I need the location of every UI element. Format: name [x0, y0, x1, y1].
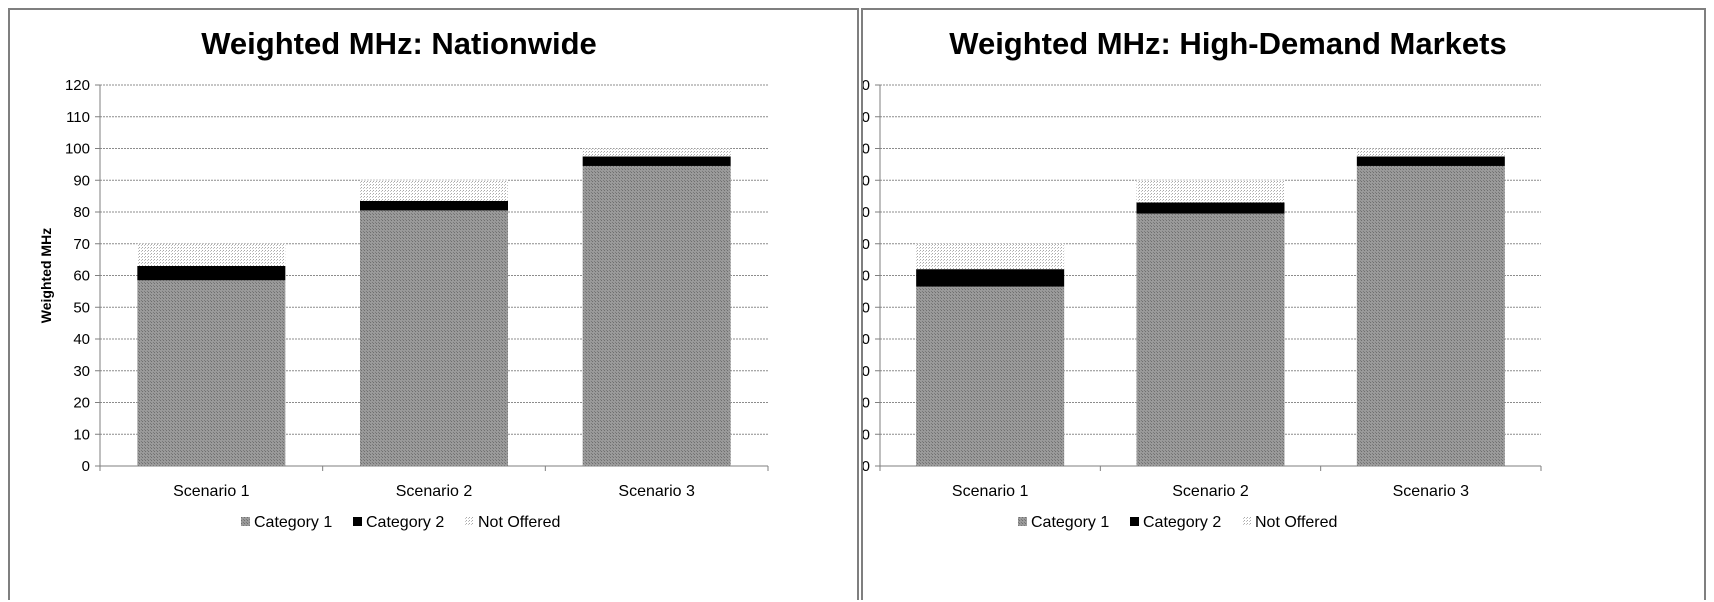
bar-not-offered-scenario-1 [137, 243, 286, 266]
legend-swatch [465, 517, 474, 526]
bar-category-2-scenario-3 [1356, 156, 1505, 166]
bar-not-offered-scenario-2 [1136, 180, 1285, 203]
chart-high-demand-markets: Weighted MHz: High-Demand MarketsWeighte… [863, 26, 1542, 531]
y-tick-label: 40 [863, 331, 870, 348]
y-tick-label: 30 [863, 363, 870, 380]
y-tick-label: 40 [73, 331, 90, 348]
legend-swatch [1130, 517, 1139, 526]
y-tick-label: 90 [73, 172, 90, 189]
legend-item-not-offered: Not Offered [1242, 514, 1337, 531]
y-tick-label: 70 [73, 236, 90, 253]
x-tick-label: Scenario 1 [952, 483, 1029, 500]
y-tick-label: 100 [863, 141, 870, 158]
y-tick-label: 120 [863, 77, 870, 94]
bar-category-1-scenario-1 [137, 280, 286, 466]
y-tick-label: 10 [863, 426, 870, 443]
y-tick-label: 80 [863, 204, 870, 221]
legend-item-not-offered: Not Offered [465, 514, 560, 531]
y-tick-label: 20 [73, 395, 90, 412]
y-tick-label: 60 [73, 268, 90, 285]
chart-panel-high-demand: Weighted MHz: High-Demand MarketsWeighte… [861, 8, 1706, 600]
x-tick-label: Scenario 1 [173, 483, 250, 500]
y-axis-title: Weighted MHz [38, 228, 54, 323]
chart-panel-nationwide: Weighted MHz: Nationwide Weighted MHz 0 10 2… [8, 8, 859, 600]
y-tick-label: 50 [73, 299, 90, 316]
bar-not-offered-scenario-1 [916, 243, 1065, 270]
chart-nationwide: Weighted MHz: Nationwide Weighted MHz 0 10 2… [38, 26, 769, 531]
y-tick-label: 20 [863, 395, 870, 412]
y-tick-label: 80 [73, 204, 90, 221]
legend-label: Category 1 [254, 514, 332, 531]
y-tick-label: 70 [863, 236, 870, 253]
y-tick-label: 0 [82, 458, 90, 475]
y-tick-label: 90 [863, 172, 870, 189]
y-tick-label: 60 [863, 268, 870, 285]
legend-label: Not Offered [1255, 514, 1337, 531]
x-tick-label: Scenario 3 [1393, 483, 1470, 500]
bar-category-2-scenario-1 [137, 265, 286, 281]
bar-category-1-scenario-3 [1356, 165, 1505, 466]
legend-label: Category 2 [1143, 514, 1221, 531]
bar-category-2-scenario-2 [1136, 202, 1285, 214]
legend-item-category-2: Category 2 [353, 514, 444, 531]
legend-item-category-1: Category 1 [1018, 514, 1109, 531]
y-tick-label: 10 [73, 426, 90, 443]
legend-swatch [241, 517, 250, 526]
bar-not-offered-scenario-2 [360, 180, 508, 201]
bar-category-2-scenario-2 [360, 200, 508, 211]
bar-category-2-scenario-1 [916, 269, 1065, 287]
bar-category-1-scenario-2 [360, 210, 508, 466]
y-tick-label: 110 [863, 109, 870, 126]
y-tick-label: 50 [863, 299, 870, 316]
bar-not-offered-scenario-3 [1356, 148, 1505, 157]
bar-category-1-scenario-1 [916, 286, 1065, 466]
y-tick-label: 100 [65, 141, 90, 158]
x-tick-label: Scenario 3 [618, 483, 695, 500]
y-tick-label: 120 [65, 77, 90, 94]
legend-label: Category 2 [366, 514, 444, 531]
legend-label: Category 1 [1031, 514, 1109, 531]
y-tick-label: 110 [66, 109, 90, 126]
y-tick-label: 0 [863, 458, 870, 475]
chart-title: Weighted MHz: High-Demand Markets [949, 26, 1506, 61]
legend-label: Not Offered [478, 514, 560, 531]
legend-swatch [353, 517, 362, 526]
legend-item-category-1: Category 1 [241, 514, 332, 531]
bar-not-offered-scenario-3 [582, 148, 731, 157]
x-tick-label: Scenario 2 [1172, 483, 1249, 500]
y-tick-label: 30 [73, 363, 90, 380]
legend-swatch [1018, 517, 1027, 526]
bar-category-2-scenario-3 [582, 156, 731, 166]
legend-item-category-2: Category 2 [1130, 514, 1221, 531]
legend-swatch [1242, 517, 1251, 526]
bar-category-1-scenario-3 [582, 165, 731, 466]
x-tick-label: Scenario 2 [396, 483, 473, 500]
chart-title: Weighted MHz: Nationwide [201, 26, 597, 61]
bar-category-1-scenario-2 [1136, 213, 1285, 466]
